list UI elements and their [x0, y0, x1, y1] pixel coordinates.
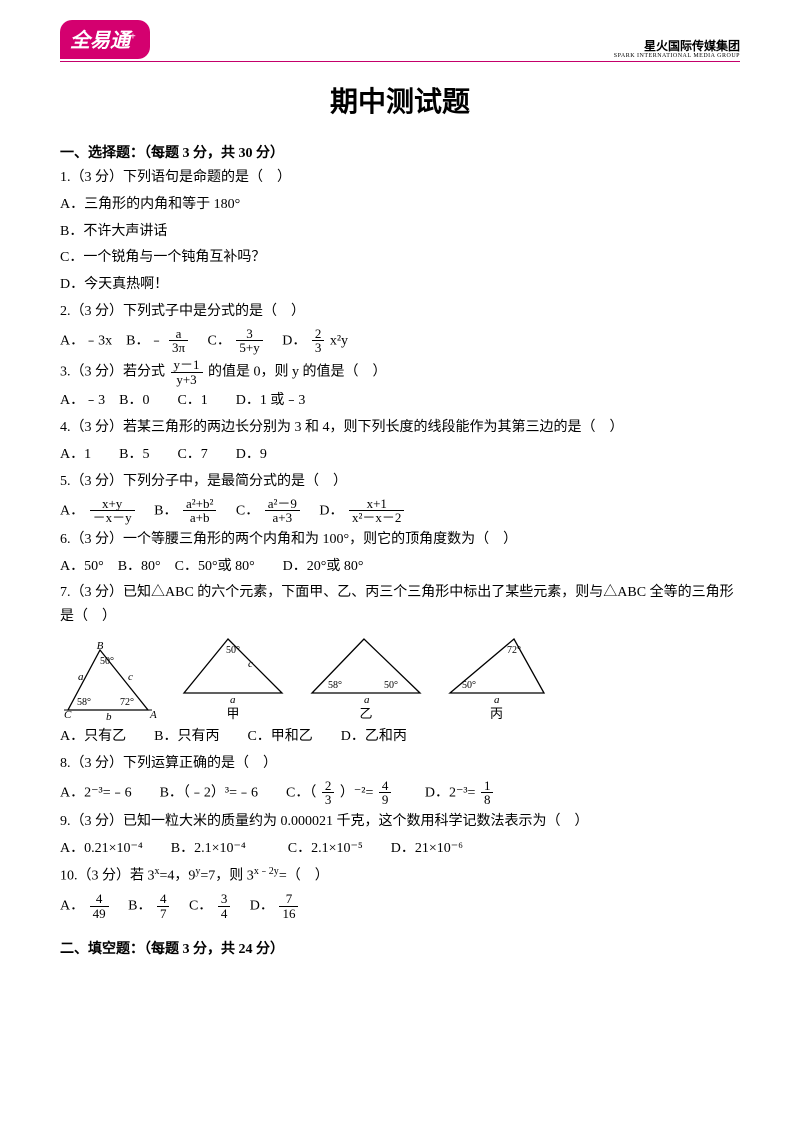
triangle-bing: 72° 50° a: [444, 633, 549, 703]
q1-optD: D．今天真热啊！: [60, 273, 740, 297]
q5-A-pre: A．: [60, 503, 84, 518]
q10-B-pre: B．: [114, 898, 151, 913]
triangle-abc: B C A 50° 58° 72° a c b: [60, 642, 160, 722]
q7-opts: A．只有乙 B．只有丙 C．甲和乙 D．乙和丙: [60, 725, 740, 749]
svg-text:a: a: [230, 694, 236, 703]
q10-pre: 10.（3 分）若 3: [60, 869, 155, 884]
q3-opts: A．﹣3 B．0 C．1 D．1 或﹣3: [60, 389, 740, 413]
q8-options: A．2⁻³=﹣6 B．（﹣2）³=﹣6 C．（ 23 ）⁻²= 49 D．2⁻³…: [60, 779, 740, 807]
q10-stem: 10.（3 分）若 3x=4，9y=7，则 3x﹣2y=（ ）: [60, 863, 740, 888]
section1-heading: 一、选择题：（每题 3 分，共 30 分）: [60, 142, 740, 162]
q2-fracA: a3π: [169, 327, 188, 355]
svg-text:b: b: [106, 711, 112, 722]
svg-text:50°: 50°: [226, 645, 240, 656]
triangle-yi-wrap: 58° 50° a 乙: [306, 633, 426, 722]
label-bing: 丙: [444, 703, 549, 722]
q10-options: A． 449 B． 47 C． 34 D． 716: [60, 892, 740, 920]
svg-text:58°: 58°: [328, 680, 342, 691]
svg-text:A: A: [149, 709, 157, 721]
q2-optD-pre: D．: [268, 333, 306, 348]
q9-stem: 9.（3 分）已知一粒大米的质量约为 0.000021 千克，这个数用科学记数法…: [60, 810, 740, 834]
q5-options: A． x+y－x－y B． a²+b²a+b C． a²－9a+3 D． x+1…: [60, 497, 740, 525]
q3-post: 的值是 0，则 y 的值是（ ）: [208, 364, 387, 379]
triangle-jia: 50° c a: [178, 633, 288, 703]
q8-fracD: 18: [481, 779, 494, 807]
q5-fracC: a²－9a+3: [265, 497, 300, 525]
q7-stem: 7.（3 分）已知△ABC 的六个元素，下面甲、乙、丙三个三角形中标出了某些元素…: [60, 581, 740, 629]
svg-text:a: a: [78, 671, 84, 683]
q10-fracC: 34: [218, 892, 231, 920]
svg-text:C: C: [64, 709, 72, 721]
q10-fracA: 449: [90, 892, 109, 920]
q1-optB: B．不许大声讲话: [60, 220, 740, 244]
svg-text:50°: 50°: [100, 656, 114, 667]
q10-eq2: =7，则 3: [200, 869, 253, 884]
q2-stem: 2.（3 分）下列式子中是分式的是（ ）: [60, 300, 740, 324]
q10-exp2: x﹣2y: [254, 866, 279, 877]
triangle-row: B C A 50° 58° 72° a c b 50° c a 甲 58° 50…: [60, 633, 740, 722]
q2-optC-pre: C．: [194, 333, 231, 348]
q3-frac: y－1y+3: [171, 358, 203, 386]
q2-options: A．﹣3x B．﹣ a3π C． 35+y D． 23 x²y: [60, 327, 740, 355]
q10-eq3: =（ ）: [279, 869, 329, 884]
page-title: 期中测试题: [60, 80, 740, 120]
svg-text:50°: 50°: [384, 680, 398, 691]
q5-fracB: a²+b²a+b: [183, 497, 216, 525]
q10-fracD: 716: [279, 892, 298, 920]
brand-sub: SPARK INTERNATIONAL MEDIA GROUP: [614, 53, 740, 59]
q10-C-pre: C．: [175, 898, 212, 913]
svg-text:B: B: [97, 642, 104, 652]
svg-text:50°: 50°: [462, 680, 476, 691]
label-yi: 乙: [306, 703, 426, 722]
q5-fracD: x+1x²－x－2: [349, 497, 404, 525]
logo-badge: 全易通+: [60, 20, 150, 59]
svg-text:72°: 72°: [507, 645, 521, 656]
q1-optC: C．一个锐角与一个钝角互补吗？: [60, 246, 740, 270]
q4-stem: 4.（3 分）若某三角形的两边长分别为 3 和 4，则下列长度的线段能作为其第三…: [60, 416, 740, 440]
svg-text:a: a: [364, 694, 370, 703]
q5-C-pre: C．: [222, 503, 259, 518]
svg-text:72°: 72°: [120, 697, 134, 708]
triangle-bing-wrap: 72° 50° a 丙: [444, 633, 549, 722]
q8-D-pre: D．2⁻³=: [397, 785, 476, 800]
section2-heading: 二、填空题：（每题 3 分，共 24 分）: [60, 938, 740, 958]
q8-fracC: 23: [322, 779, 335, 807]
q6-stem: 6.（3 分）一个等腰三角形的两个内角和为 100°，则它的顶角度数为（ ）: [60, 528, 740, 552]
page-header: 全易通+ 星火国际传媒集团 SPARK INTERNATIONAL MEDIA …: [60, 20, 740, 62]
brand-block: 星火国际传媒集团 SPARK INTERNATIONAL MEDIA GROUP: [614, 40, 740, 59]
q10-D-pre: D．: [236, 898, 274, 913]
q1-stem: 1.（3 分）下列语句是命题的是（ ）: [60, 166, 740, 190]
q8-stem: 8.（3 分）下列运算正确的是（ ）: [60, 752, 740, 776]
svg-text:c: c: [248, 658, 253, 670]
triangle-jia-wrap: 50° c a 甲: [178, 633, 288, 722]
q2-fracD: 23: [312, 327, 325, 355]
q6-opts: A．50° B．80° C．50°或 80° D．20°或 80°: [60, 555, 740, 579]
q10-eq1: =4，9: [160, 869, 196, 884]
logo-text: 全易通: [70, 30, 130, 52]
svg-text:c: c: [128, 671, 133, 683]
q5-stem: 5.（3 分）下列分子中，是最简分式的是（ ）: [60, 470, 740, 494]
q5-fracA: x+y－x－y: [90, 497, 135, 525]
q10-fracB: 47: [157, 892, 170, 920]
svg-text:58°: 58°: [77, 697, 91, 708]
triangle-yi: 58° 50° a: [306, 633, 426, 703]
q2-optD-post: x²y: [330, 333, 348, 348]
q10-A-pre: A．: [60, 898, 84, 913]
brand-text: 星火国际传媒集团: [644, 39, 740, 53]
q5-B-pre: B．: [140, 503, 177, 518]
label-jia: 甲: [178, 703, 288, 722]
q4-opts: A．1 B．5 C．7 D．9: [60, 443, 740, 467]
svg-text:a: a: [494, 694, 500, 703]
q8-C2: ）⁻²=: [340, 785, 373, 800]
q9-opts: A．0.21×10⁻⁴ B．2.1×10⁻⁴ C．2.1×10⁻⁵ D．21×1…: [60, 837, 740, 861]
q2-optA-pre: A．﹣3x B．﹣: [60, 333, 163, 348]
q8-fracC2: 49: [379, 779, 392, 807]
q3-stem: 3.（3 分）若分式 y－1y+3 的值是 0，则 y 的值是（ ）: [60, 358, 740, 386]
q2-fracC: 35+y: [236, 327, 262, 355]
q1-optA: A．三角形的内角和等于 180°: [60, 193, 740, 217]
q3-pre: 3.（3 分）若分式: [60, 364, 169, 379]
q5-D-pre: D．: [305, 503, 343, 518]
q8-A: A．2⁻³=﹣6 B．（﹣2）³=﹣6 C．（: [60, 785, 316, 800]
